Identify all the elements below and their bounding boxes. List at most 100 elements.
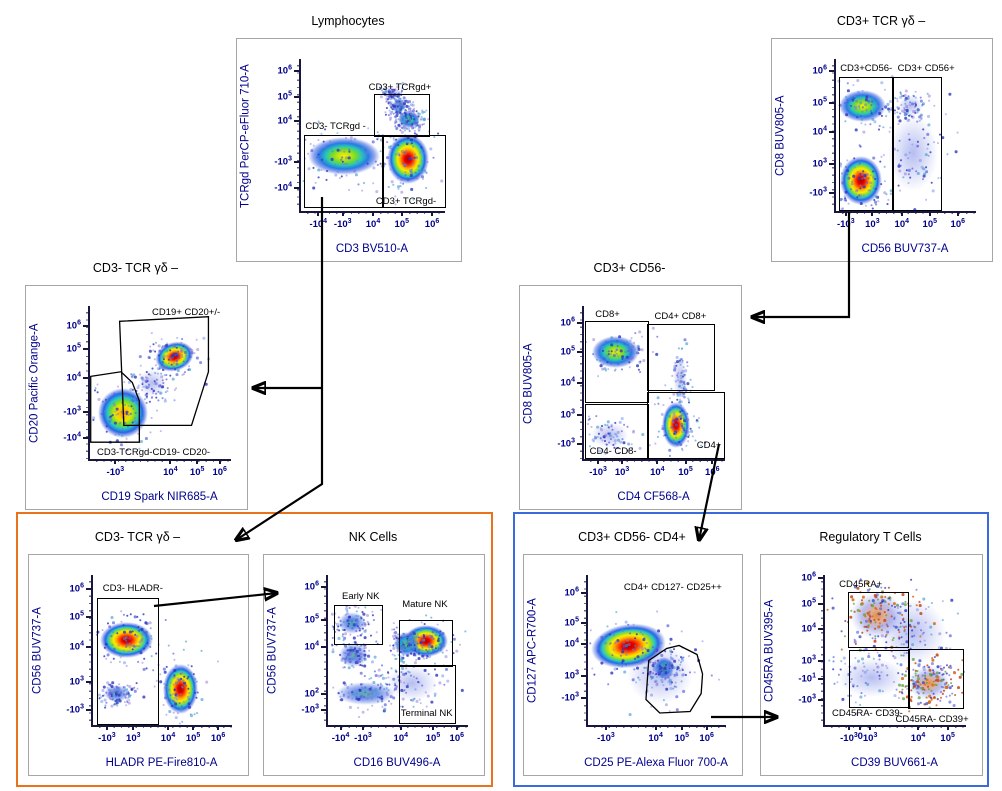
x-axis-label: CD4 CF568-A [617,491,690,503]
y-tick-label: 105 [66,342,81,355]
plot-area: CD3+ TCRgd+ CD3- TCRgd - CD3+ TCRgd- -104 -1… [274,59,446,229]
gate-cd3tcrgd [303,135,384,209]
density-population [653,656,675,680]
y-tick-label: 105 [812,96,827,109]
y-tick-label: -103 [274,155,292,169]
scatter-dots [328,575,330,577]
x-tick [684,459,687,464]
x-tick [192,725,195,730]
x-tick-label: 105 [189,466,205,479]
gate-polygon [588,575,726,725]
gate-cd45ra+ [847,591,909,648]
plot-panel-cd3neg-tcrgd-neg-nk: CD56 BUV737-A CD3- HLADR- -103 103 104 105 10… [28,554,249,776]
y-minor-ticks [89,575,92,725]
x-tick-label: 105 [425,732,441,745]
y-minor-ticks [821,575,824,725]
y-tick [818,628,823,630]
x-tick [400,211,403,216]
plot-title: CD3+ CD56- [593,261,666,275]
y-tick-label: 104 [560,376,575,389]
y-tick [829,162,834,165]
x-tick-label: 104 [650,466,665,479]
gate-label: CD3+ TCRgd+ [368,81,432,93]
gate-label: CD3+ TCRgd- [375,195,437,207]
x-tick [341,211,344,216]
gate-label: CD3- TCRgd - [305,121,366,133]
scatter-dots [825,575,827,577]
y-minor-ticks [297,59,300,211]
x-tick [105,725,108,730]
scatter-dots [301,59,303,61]
x-tick [432,725,434,730]
y-tick [86,646,91,648]
x-tick [711,459,714,464]
x-tick [956,211,959,216]
x-tick [218,459,221,464]
y-tick-label: 106 [304,580,319,593]
y-tick [818,577,823,579]
x-tick [132,725,135,730]
gate-cd3+cd56+ [892,77,942,212]
plot-title: CD3- TCR γδ – [92,261,179,275]
x-tick-label: 0 [857,731,863,742]
y-tick [581,622,586,624]
y-tick-label: 103 [69,675,84,688]
density-population [163,664,198,714]
plot-area: CD45RA+ CD45RA- CD39- CD45RA- CD39+ -103 0 10… [798,572,968,744]
gate-cd3+tcrgd [381,135,446,209]
gate-cd45racd39+ [908,648,964,709]
y-axis-label: CD56 BUV737-A [266,607,279,695]
gate-label: CD3+ CD56+ [897,63,955,75]
gate-label: CD8+ [595,308,620,320]
y-tick-label: 106 [812,64,827,77]
plot-title: CD3+ TCR γδ – [836,14,926,28]
y-tick-label: 106 [564,586,579,599]
y-tick [581,697,586,699]
scatter-dots [93,575,95,577]
x-axis-label: CD39 BUV661-A [851,757,938,769]
x-minor-ticks [93,725,232,728]
gate-label: CD4+ [696,440,722,452]
gate-cd4+cd8+ [647,324,715,391]
scatter-dots [301,59,303,61]
gate-label: CD19+ CD20+/- [152,307,221,319]
y-tick-label: -103 [557,437,575,450]
x-tick [604,725,607,730]
x-axis-label: CD3 BV510-A [335,243,409,255]
y-axis-label: CD8 BUV805-A [522,343,535,424]
x-minor-ticks [588,725,726,728]
y-tick [83,410,88,413]
plot-title: CD3+ CD56- CD4+ [578,530,686,544]
plot-panel-cd4-treg-gate: CD127 APC-R700-A CD4+ CD127- CD25++ -103 1… [523,554,743,776]
y-tick-label: 105 [304,613,319,626]
x-axis-label: CD16 BUV496-A [353,757,441,769]
y-tick [83,324,88,327]
density-population [99,621,153,658]
x-tick-label: 106 [424,218,440,231]
x-tick-label: -103 [597,732,615,745]
gate-cd3+cd56 [838,77,894,212]
y-tick [829,70,834,73]
y-tick [321,586,326,588]
y-axis-label: CD8 BUV805-A [774,95,787,177]
x-tick [844,211,847,216]
x-axis-label: CD56 BUV737-A [861,243,949,255]
x-minor-ticks [328,725,468,728]
y-axis-label: TCRgd PerCP-eFluor 710-A [239,64,252,208]
gate-label: CD45RA+ [839,579,883,591]
x-tick [217,725,220,730]
x-axis-label: CD25 PE-Alexa Fluor 700-A [584,757,728,769]
x-tick [196,459,199,464]
density-population [672,356,687,400]
y-tick [577,442,582,445]
y-minor-ticks [324,575,327,725]
x-tick [869,725,872,730]
x-axis-label: CD19 Spark NIR685-A [101,491,218,503]
density-population [887,115,939,192]
x-tick-label: 105 [678,466,693,479]
y-tick [581,675,586,678]
x-tick-label: -103 [840,732,858,745]
gate-maturenk [399,620,454,667]
x-tick-label: 104 [160,732,176,745]
density-population [878,599,947,665]
